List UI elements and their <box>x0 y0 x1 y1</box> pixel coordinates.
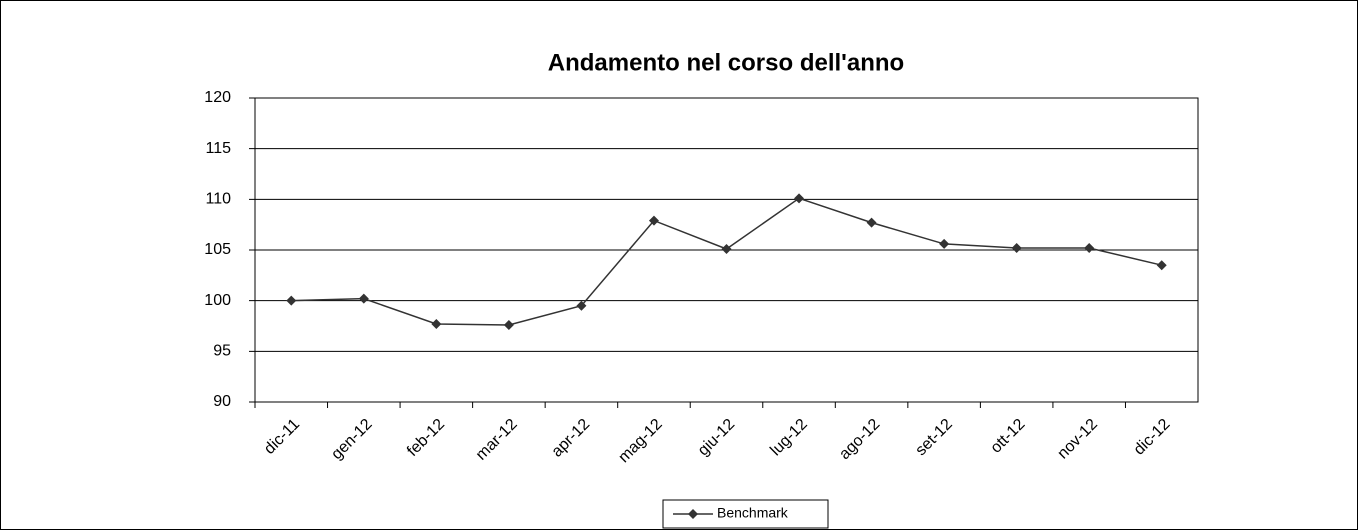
data-point <box>358 293 369 304</box>
chart-title: Andamento nel corso dell'anno <box>548 49 904 76</box>
data-point <box>503 319 514 330</box>
y-tick-label: 120 <box>204 89 231 106</box>
y-tick-label: 115 <box>205 140 231 157</box>
data-point <box>1011 242 1022 253</box>
data-point <box>576 300 587 311</box>
legend-label: Benchmark <box>717 505 789 521</box>
y-tick-label: 95 <box>213 343 231 360</box>
y-tick-label: 100 <box>204 292 231 309</box>
y-tick-label: 105 <box>204 241 231 258</box>
data-point <box>1084 242 1095 253</box>
data-point <box>721 243 732 254</box>
y-tick-label: 90 <box>213 393 231 410</box>
data-point <box>866 217 877 228</box>
legend-marker <box>688 509 698 519</box>
data-point <box>1156 260 1167 271</box>
data-point <box>286 295 297 306</box>
data-point <box>939 238 950 249</box>
data-point <box>431 318 442 329</box>
data-point <box>794 193 805 204</box>
data-point <box>648 215 659 226</box>
y-tick-label: 110 <box>205 191 231 208</box>
